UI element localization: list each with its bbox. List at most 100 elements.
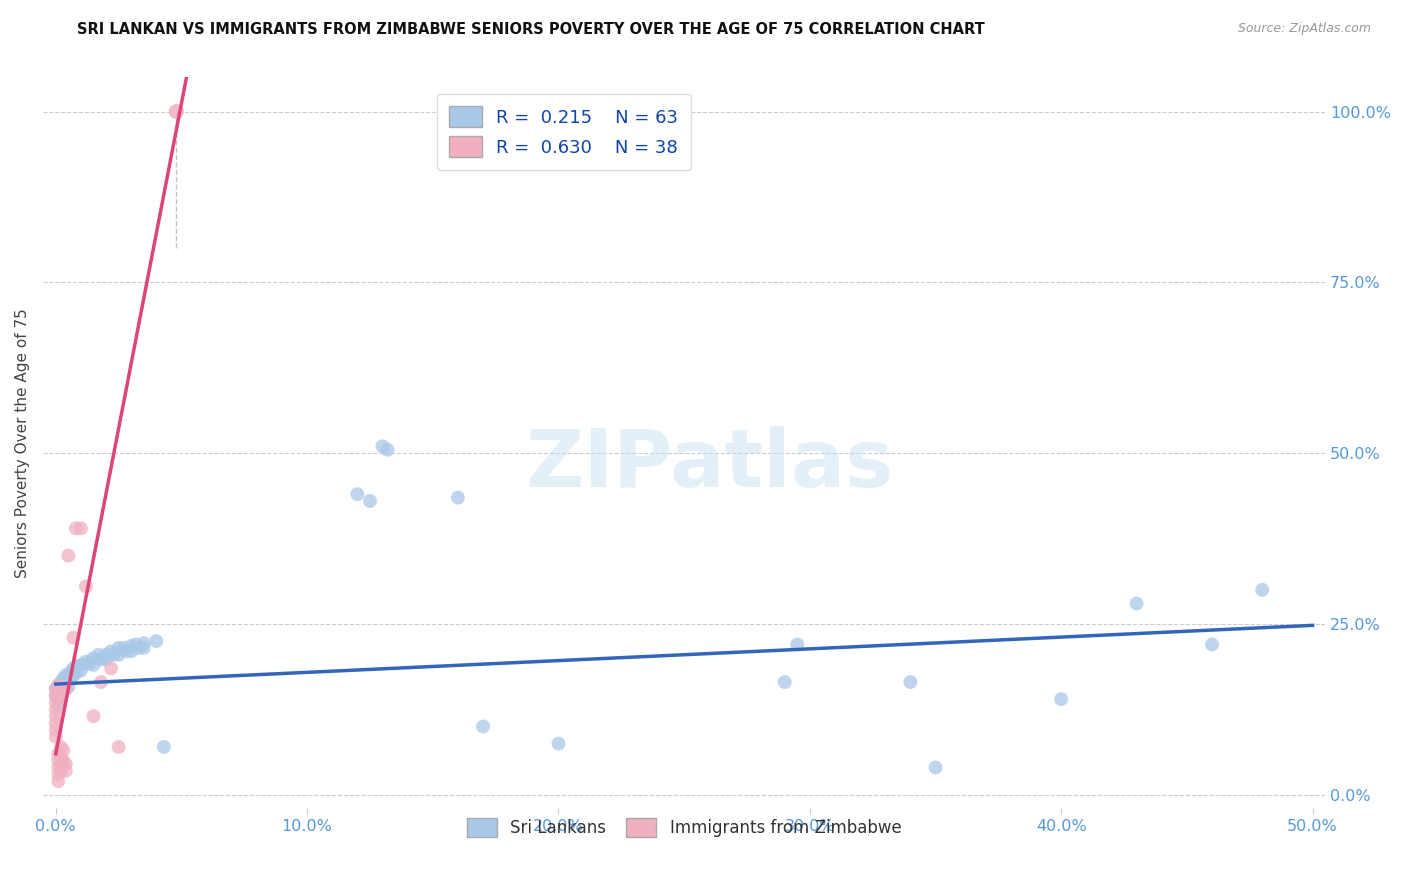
Point bbox=[55, 681, 77, 696]
Point bbox=[103, 648, 125, 662]
Point bbox=[107, 739, 129, 754]
Point bbox=[55, 764, 77, 778]
Point bbox=[46, 685, 69, 699]
Point bbox=[128, 640, 150, 655]
Point bbox=[67, 659, 90, 673]
Text: ZIPatlas: ZIPatlas bbox=[526, 425, 894, 504]
Point bbox=[371, 439, 394, 453]
Point bbox=[45, 709, 67, 723]
Point bbox=[62, 661, 84, 675]
Point bbox=[58, 668, 80, 682]
Point bbox=[90, 652, 112, 666]
Point bbox=[90, 675, 112, 690]
Point bbox=[62, 668, 84, 682]
Point bbox=[112, 640, 135, 655]
Point bbox=[165, 104, 187, 119]
Point bbox=[52, 743, 75, 757]
Point bbox=[45, 730, 67, 744]
Point bbox=[49, 689, 72, 703]
Point bbox=[125, 638, 148, 652]
Point bbox=[58, 680, 80, 694]
Point bbox=[132, 640, 155, 655]
Point bbox=[49, 764, 72, 778]
Point bbox=[82, 651, 104, 665]
Point bbox=[45, 681, 67, 696]
Point bbox=[65, 666, 87, 681]
Point bbox=[359, 494, 381, 508]
Point bbox=[472, 719, 495, 733]
Point bbox=[45, 702, 67, 716]
Point bbox=[46, 692, 69, 706]
Point bbox=[87, 648, 110, 662]
Text: Source: ZipAtlas.com: Source: ZipAtlas.com bbox=[1237, 22, 1371, 36]
Point bbox=[100, 661, 122, 675]
Point bbox=[46, 767, 69, 781]
Point bbox=[346, 487, 368, 501]
Point bbox=[46, 678, 69, 692]
Point bbox=[49, 757, 72, 772]
Point bbox=[70, 657, 93, 672]
Point bbox=[82, 657, 104, 672]
Point bbox=[70, 664, 93, 678]
Point bbox=[52, 685, 75, 699]
Point bbox=[1125, 597, 1147, 611]
Point bbox=[52, 678, 75, 692]
Point bbox=[547, 737, 569, 751]
Point bbox=[45, 689, 67, 703]
Point bbox=[45, 696, 67, 710]
Point bbox=[49, 675, 72, 690]
Point bbox=[786, 638, 808, 652]
Text: SRI LANKAN VS IMMIGRANTS FROM ZIMBABWE SENIORS POVERTY OVER THE AGE OF 75 CORREL: SRI LANKAN VS IMMIGRANTS FROM ZIMBABWE S… bbox=[77, 22, 986, 37]
Point bbox=[107, 648, 129, 662]
Point bbox=[46, 747, 69, 761]
Point bbox=[45, 723, 67, 737]
Point bbox=[45, 681, 67, 696]
Point bbox=[52, 672, 75, 686]
Point bbox=[46, 754, 69, 768]
Point bbox=[46, 774, 69, 789]
Point bbox=[924, 760, 946, 774]
Point bbox=[77, 657, 100, 671]
Point bbox=[55, 681, 77, 696]
Point bbox=[49, 692, 72, 706]
Point bbox=[120, 639, 142, 653]
Y-axis label: Seniors Poverty Over the Age of 75: Seniors Poverty Over the Age of 75 bbox=[15, 308, 30, 578]
Point bbox=[45, 716, 67, 731]
Point bbox=[132, 636, 155, 650]
Point bbox=[107, 640, 129, 655]
Point bbox=[82, 709, 104, 723]
Point bbox=[1050, 692, 1073, 706]
Point bbox=[46, 760, 69, 774]
Point bbox=[59, 665, 82, 679]
Point bbox=[120, 644, 142, 658]
Point bbox=[55, 668, 77, 682]
Point bbox=[55, 757, 77, 772]
Point bbox=[75, 655, 97, 669]
Point bbox=[55, 675, 77, 690]
Point bbox=[1251, 582, 1274, 597]
Point bbox=[46, 685, 69, 699]
Point bbox=[65, 521, 87, 535]
Legend: Sri Lankans, Immigrants from Zimbabwe: Sri Lankans, Immigrants from Zimbabwe bbox=[460, 812, 908, 844]
Point bbox=[447, 491, 470, 505]
Point bbox=[900, 675, 922, 690]
Point bbox=[49, 689, 72, 703]
Point bbox=[49, 739, 72, 754]
Point bbox=[46, 692, 69, 706]
Point bbox=[70, 521, 93, 535]
Point bbox=[49, 681, 72, 696]
Point bbox=[100, 644, 122, 658]
Point bbox=[94, 652, 117, 666]
Point bbox=[377, 442, 399, 457]
Point bbox=[65, 661, 87, 675]
Point bbox=[46, 698, 69, 713]
Point bbox=[52, 754, 75, 768]
Point bbox=[62, 631, 84, 645]
Point bbox=[58, 549, 80, 563]
Point bbox=[58, 673, 80, 687]
Point bbox=[59, 672, 82, 686]
Point bbox=[115, 644, 138, 658]
Point bbox=[773, 675, 796, 690]
Point bbox=[94, 648, 117, 662]
Point bbox=[49, 681, 72, 696]
